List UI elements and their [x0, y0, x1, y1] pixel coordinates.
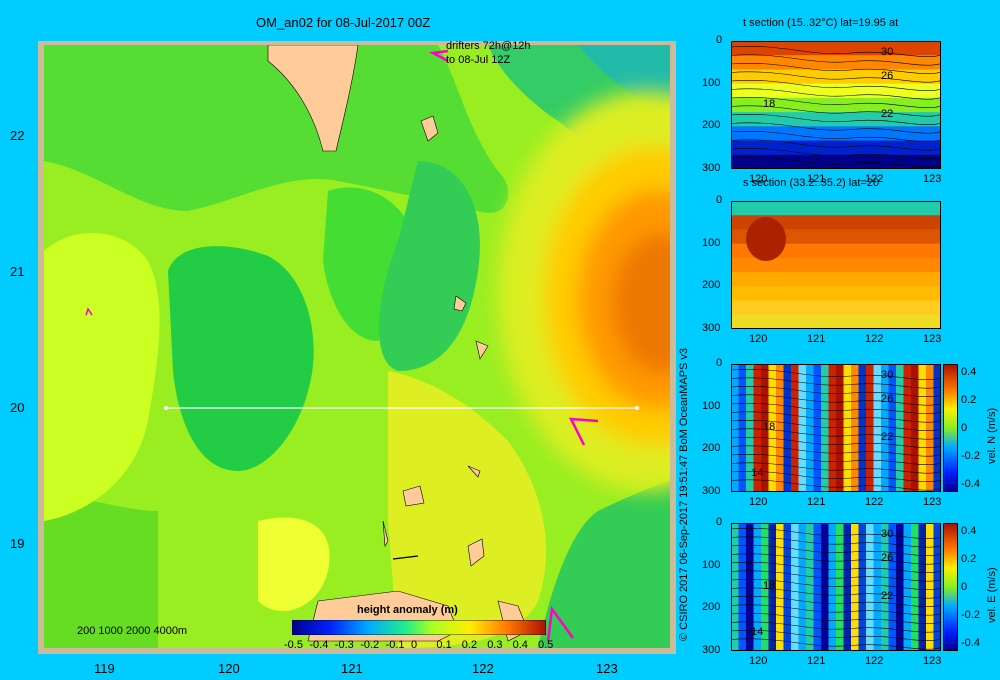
panel-y-tick: 0	[716, 516, 723, 528]
velocity-colorbar-tick: -0.2	[961, 609, 980, 621]
panel-y-tick: 100	[702, 558, 721, 571]
drifters-label-2: to 08-Jul 12Z	[446, 54, 511, 66]
velocity-colorbar-tick: 0.4	[961, 525, 977, 537]
panel-y-tick: 0	[716, 357, 723, 369]
panel-x-tick: 120	[749, 655, 768, 667]
map-x-tick: 119	[94, 661, 115, 676]
contour-label: 30	[881, 369, 893, 381]
section-panel-n: 30 26 18 22 14	[731, 364, 941, 492]
contour-label: 26	[881, 552, 893, 564]
panel-x-tick: 121	[807, 173, 826, 185]
contour-label: 26	[881, 393, 893, 405]
contour-label: 14	[751, 467, 763, 479]
drifter-arrow	[546, 605, 575, 642]
colorbar-tick: 0.3	[487, 639, 503, 651]
contour-label: 22	[881, 590, 893, 602]
panel-x-tick: 122	[865, 496, 884, 508]
panel-x-tick: 123	[923, 655, 942, 667]
map-x-tick: 120	[218, 661, 240, 676]
panel-y-tick: 300	[702, 162, 721, 174]
panel-y-tick: 200	[702, 279, 721, 292]
panel-y-tick: 300	[702, 485, 721, 497]
contour-label: 22	[881, 108, 893, 120]
colorbar-tick: -0.2	[360, 639, 380, 651]
panel-y-tick: 0	[716, 34, 723, 46]
height-colorbar	[292, 620, 546, 635]
panel-y-tick: 300	[702, 322, 721, 334]
section-panel-e: 30 26 18 22 14	[731, 523, 941, 651]
panel-x-tick: 121	[807, 655, 826, 667]
colorbar-tick: -0.1	[385, 639, 405, 651]
panel-x-tick: 122	[865, 333, 884, 345]
velocity-colorbar	[943, 364, 958, 492]
panel-x-tick: 120	[749, 496, 768, 508]
panel-x-tick: 121	[807, 496, 826, 508]
velocity-colorbar-tick: -0.2	[961, 450, 980, 462]
section-panel-s	[731, 201, 941, 329]
colorbar-tick: 0.5	[538, 639, 554, 651]
colorbar-tick: 0.2	[461, 639, 478, 651]
panel-y-tick: 300	[702, 644, 721, 656]
panel-y-tick: 100	[702, 76, 721, 89]
colorbar-tick: 0.1	[436, 639, 452, 651]
map-title: OM_an02 for 08-Jul-2017 00Z	[256, 15, 431, 30]
contour-label: 18	[763, 580, 775, 592]
velocity-colorbar-tick: 0.2	[961, 553, 977, 565]
contour-label: 18	[763, 98, 775, 110]
velocity-colorbar-label: vel. N (m/s)	[986, 407, 998, 464]
velocity-colorbar-tick: 0.2	[961, 394, 977, 406]
panel-y-tick: 0	[716, 194, 723, 206]
colorbar-tick: -0.4	[309, 639, 329, 651]
contour-label: 22	[881, 431, 893, 443]
depth-legend: 200 1000 2000 4000m	[77, 625, 188, 637]
section-panel-t: 30 26 18 22	[731, 41, 941, 169]
drifter-arrow	[85, 307, 93, 316]
panel-y-tick: 200	[702, 601, 721, 614]
panel-y-tick: 100	[702, 236, 721, 249]
credit: © CSIRO 2017 06-Sep-2017 19:51:47 BoM Oc…	[678, 347, 690, 641]
drifter-arrow	[568, 417, 599, 446]
panel-title-s: s section (33.2..35.2) lat=20	[743, 177, 880, 189]
panel-x-tick: 123	[923, 496, 942, 508]
panel-y-tick: 200	[702, 442, 721, 455]
map-x-tick: 121	[341, 661, 363, 676]
contour-label: 30	[881, 46, 893, 58]
colorbar-ticks: -0.5 -0.4 -0.3 -0.2 -0.1 0 0.1 0.2 0.3 0.4 0.5	[280, 639, 560, 655]
drifters-label-1: drifters 72h@12h	[446, 40, 531, 52]
velocity-colorbar-tick: -0.4	[961, 637, 980, 649]
velocity-colorbar-label: vel. E (m/s)	[986, 567, 998, 623]
colorbar-tick: 0	[411, 639, 418, 651]
contour-label: 30	[881, 528, 893, 540]
colorbar-tick: -0.5	[284, 639, 303, 651]
map-y-tick: 22	[10, 128, 25, 143]
main-map	[38, 41, 676, 654]
panel-y-tick: 100	[702, 399, 721, 412]
panel-x-tick: 122	[865, 655, 884, 667]
panel-x-tick: 120	[749, 333, 768, 345]
panel-y-tick: 200	[702, 119, 721, 132]
contour-label: 14	[751, 626, 763, 638]
panel-x-tick: 123	[923, 333, 942, 345]
colorbar-tick: -0.3	[334, 639, 354, 651]
map-y-tick: 20	[10, 400, 25, 415]
map-x-tick: 122	[472, 661, 494, 676]
panel-x-tick: 122	[865, 173, 884, 185]
map-y-tick: 21	[10, 264, 25, 279]
velocity-colorbar-tick: 0	[961, 422, 968, 434]
contour-label: 18	[763, 421, 775, 433]
panel-x-tick: 121	[807, 333, 826, 345]
velocity-colorbar-tick: 0	[961, 581, 968, 593]
velocity-colorbar-tick: 0.4	[961, 366, 977, 378]
panel-x-tick: 123	[923, 173, 942, 185]
velocity-colorbar-tick: -0.4	[961, 478, 980, 490]
map-y-tick: 19	[10, 536, 25, 551]
map-x-tick: 123	[596, 661, 618, 676]
panel-title-t: t section (15..32°C) lat=19.95 at	[743, 17, 899, 29]
velocity-colorbar	[943, 523, 958, 651]
contour-label: 26	[881, 70, 893, 82]
panel-x-tick: 120	[749, 173, 768, 185]
drifter-arrow	[428, 49, 449, 63]
colorbar-label: height anomaly (m)	[357, 604, 458, 616]
colorbar-tick: 0.4	[512, 639, 528, 651]
